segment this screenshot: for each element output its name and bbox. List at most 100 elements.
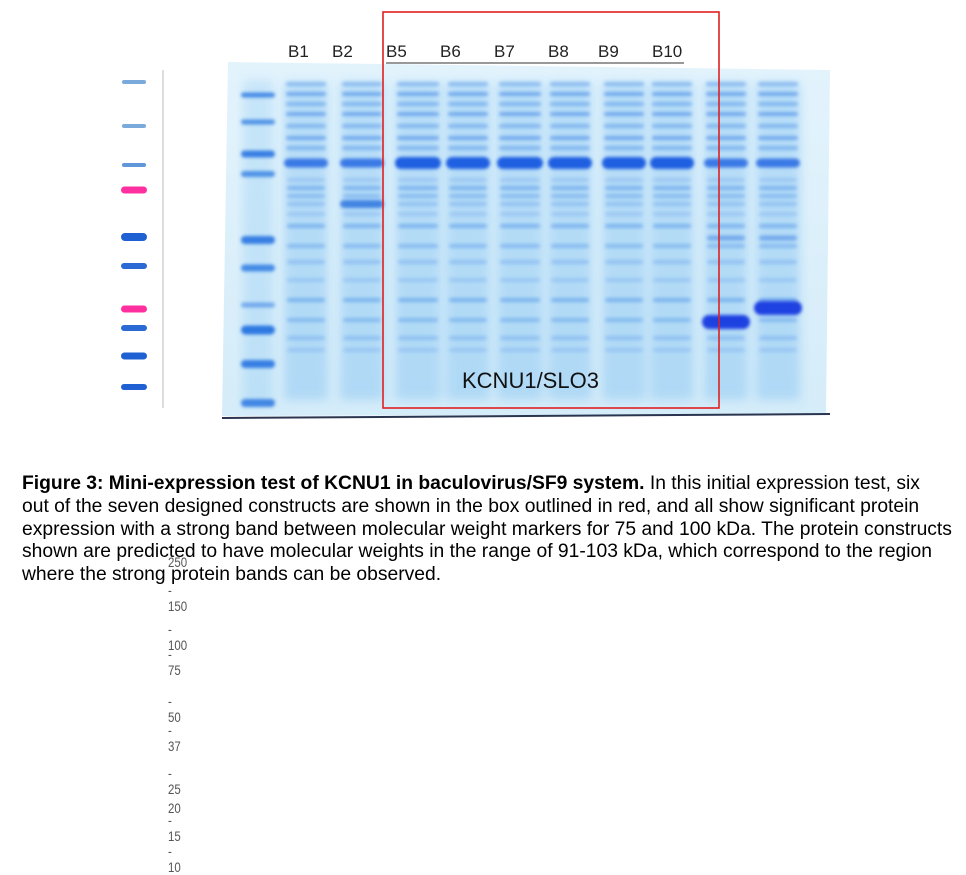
- protein-band: [448, 82, 488, 86]
- protein-band: [343, 336, 381, 340]
- protein-band: [500, 336, 540, 340]
- protein-band: [499, 136, 541, 140]
- protein-band: [343, 318, 381, 322]
- protein-band: [398, 244, 438, 248]
- protein-band: [286, 92, 326, 96]
- figure-caption: Figure 3: Mini-expression test of KCNU1 …: [22, 473, 952, 587]
- protein-band: [605, 260, 643, 264]
- gel-figure: - 250- 150- 100- 75- 50- 37- 25- 20- 15-…: [121, 11, 831, 875]
- protein-band: [653, 194, 691, 198]
- protein-band: [342, 136, 382, 140]
- marker-weight-label: - 50: [168, 693, 181, 725]
- protein-band: [604, 146, 644, 150]
- lane-smear: [704, 82, 748, 400]
- protein-band: [602, 157, 646, 169]
- protein-band: [287, 178, 325, 182]
- protein-band: [551, 212, 589, 216]
- protein-band: [398, 298, 438, 302]
- protein-band: [759, 224, 797, 228]
- protein-band: [241, 325, 275, 335]
- caption-body: In this initial expression test, six out…: [22, 473, 952, 586]
- protein-band: [343, 244, 381, 248]
- protein-band: [551, 224, 589, 228]
- protein-band: [707, 278, 745, 282]
- protein-band: [286, 124, 326, 128]
- protein-band: [653, 244, 691, 248]
- marker-band: [121, 233, 147, 241]
- protein-band: [551, 202, 589, 206]
- protein-band: [706, 82, 746, 86]
- protein-band: [707, 235, 745, 241]
- protein-band: [551, 348, 589, 352]
- protein-band: [398, 202, 438, 206]
- marker-weight-label: - 150: [168, 582, 188, 614]
- protein-band: [241, 92, 275, 98]
- protein-band: [287, 298, 325, 302]
- protein-band: [500, 186, 540, 190]
- protein-band: [605, 318, 643, 322]
- protein-band: [500, 212, 540, 216]
- protein-band: [759, 235, 797, 241]
- protein-band: [343, 278, 381, 282]
- protein-band: [241, 264, 275, 272]
- protein-band: [286, 82, 326, 86]
- protein-band: [604, 136, 644, 140]
- protein-band: [286, 112, 326, 116]
- protein-band: [759, 178, 797, 182]
- protein-band: [706, 102, 746, 106]
- protein-band: [550, 102, 590, 106]
- protein-band: [550, 136, 590, 140]
- protein-band: [707, 260, 745, 264]
- lane-smear: [602, 82, 646, 400]
- marker-band: [121, 263, 147, 269]
- protein-band: [604, 92, 644, 96]
- protein-band: [650, 157, 694, 169]
- protein-band: [707, 298, 745, 302]
- protein-band: [605, 244, 643, 248]
- protein-band: [342, 102, 382, 106]
- marker-ladder-bands: [121, 80, 147, 390]
- protein-band: [241, 302, 275, 308]
- lane-label: B2: [332, 42, 353, 61]
- protein-band: [548, 157, 592, 169]
- protein-band: [653, 278, 691, 282]
- protein-band: [551, 278, 589, 282]
- protein-band: [241, 236, 275, 244]
- marker-band: [122, 163, 146, 167]
- protein-band: [449, 336, 487, 340]
- protein-band: [448, 92, 488, 96]
- marker-weight-label: - 37: [168, 722, 181, 754]
- protein-band: [448, 112, 488, 116]
- lane-smear: [284, 82, 328, 400]
- protein-band: [653, 336, 691, 340]
- protein-band: [758, 102, 798, 106]
- protein-band: [500, 202, 540, 206]
- protein-band: [499, 124, 541, 128]
- gel-image: [121, 11, 831, 419]
- protein-band: [499, 92, 541, 96]
- protein-band: [551, 186, 589, 190]
- protein-band: [398, 212, 438, 216]
- protein-band: [605, 278, 643, 282]
- marker-weight-label: - 250: [168, 538, 188, 570]
- protein-band: [605, 224, 643, 228]
- protein-band: [286, 136, 326, 140]
- protein-band: [758, 124, 798, 128]
- protein-band: [758, 146, 798, 150]
- protein-band: [704, 158, 748, 168]
- protein-band: [397, 102, 439, 106]
- protein-band: [652, 102, 692, 106]
- marker-band: [121, 384, 147, 390]
- protein-band: [759, 244, 797, 248]
- marker-weight-label: - 75: [168, 646, 181, 678]
- lane-smear: [497, 82, 543, 400]
- protein-band: [551, 260, 589, 264]
- protein-band: [286, 146, 326, 150]
- protein-band: [287, 260, 325, 264]
- protein-band: [707, 336, 745, 340]
- protein-band: [397, 146, 439, 150]
- protein-band: [605, 336, 643, 340]
- protein-band: [499, 102, 541, 106]
- protein-band: [551, 194, 589, 198]
- protein-band: [241, 150, 275, 158]
